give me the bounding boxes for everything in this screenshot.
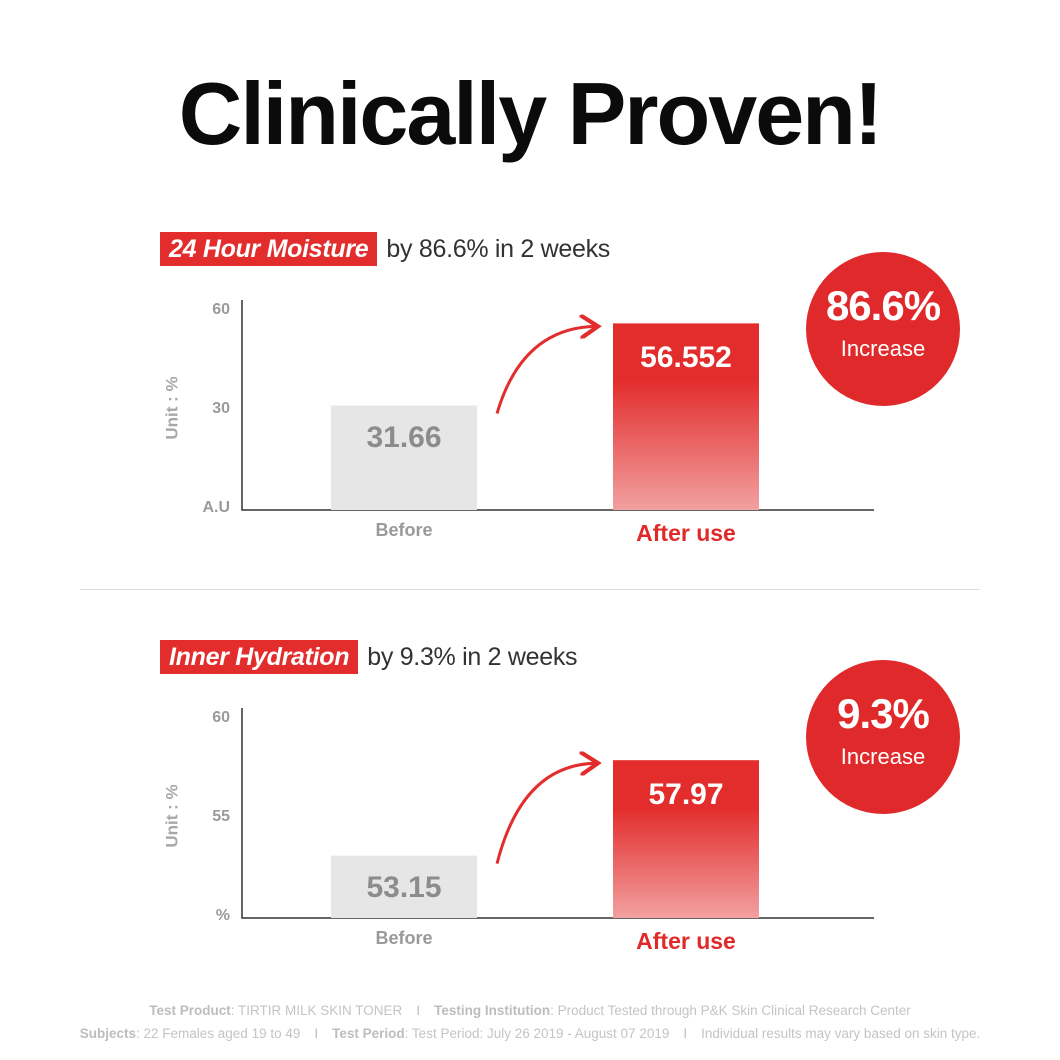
footer-institution-value: : Product Tested through P&K Skin Clinic…	[550, 1003, 911, 1018]
badge-label: Increase	[840, 744, 926, 769]
bar-plot: 60 30 A.U 31.66 56.552 Before After use	[202, 300, 874, 546]
footer-product-key: Test Product	[149, 1003, 231, 1018]
badge-label: Increase	[840, 336, 926, 361]
chart-tag-suffix: by 86.6% in 2 weeks	[386, 234, 611, 263]
y-tick-label: 30	[212, 400, 230, 417]
badge-percent: 86.6%	[825, 282, 941, 329]
y-tick-label: A.U	[202, 499, 230, 516]
chart-section-moisture: 24 Hour Moisture by 86.6% in 2 weeks 86.…	[0, 220, 1060, 560]
category-after: After use	[636, 928, 736, 954]
category-before: Before	[375, 520, 433, 540]
footer-institution-key: Testing Institution	[434, 1003, 551, 1018]
bar-after	[613, 323, 759, 510]
chart-svg	[241, 708, 874, 919]
category-before: Before	[375, 928, 433, 948]
bar-value-before: 53.15	[366, 870, 442, 904]
bar-before	[331, 855, 477, 918]
chart-tag-suffix: by 9.3% in 2 weeks	[367, 642, 578, 671]
bar-after	[613, 760, 759, 918]
bar-plot: 60 55% 53.15 57.97 Before After use	[212, 708, 874, 954]
footer-subjects-key: Subjects	[79, 1026, 136, 1041]
bar-value-after: 56.552	[640, 341, 732, 375]
y-tick-label: 60	[212, 709, 230, 726]
increase-arrow	[495, 326, 595, 414]
increase-badge: 86.6% Increase	[806, 252, 960, 406]
section-divider	[80, 589, 980, 590]
bar-value-before: 31.66	[366, 420, 442, 454]
chart-section-hydration: Inner Hydration by 9.3% in 2 weeks 9.3% …	[0, 628, 1060, 968]
chart-headline: Inner Hydration by 9.3% in 2 weeks	[160, 640, 578, 674]
footer-line-1: Test Product: TIRTIR MILK SKIN TONER I Tes…	[0, 1003, 1060, 1018]
footer-disclaimer: Individual results may vary based on ski…	[701, 1026, 981, 1041]
footer-separator: I	[314, 1026, 319, 1041]
badge-percent: 9.3%	[837, 690, 930, 737]
y-tick-label: 60	[212, 301, 230, 318]
page-title: Clinically Proven!	[178, 64, 883, 163]
footer-line-2: Subjects: 22 Females aged 19 to 49 I Test …	[0, 1026, 1060, 1041]
bar-value-after: 57.97	[648, 778, 724, 812]
chart-tag: Inner Hydration	[160, 640, 359, 674]
increase-arrow	[495, 763, 595, 864]
y-tick-label: 55	[212, 808, 230, 825]
bar-before	[331, 405, 477, 510]
y-tick-label: %	[215, 907, 230, 924]
chart-svg	[241, 300, 874, 511]
footer-period-value: : Test Period: July 26 2019 - August 07 …	[404, 1026, 670, 1041]
footer-separator: I	[416, 1003, 421, 1018]
footer-separator: I	[683, 1026, 688, 1041]
category-after: After use	[636, 520, 736, 546]
footer-subjects-value: : 22 Females aged 19 to 49	[136, 1026, 301, 1041]
footer-product-value: : TIRTIR MILK SKIN TONER	[230, 1003, 403, 1018]
footer-period-key: Test Period	[332, 1026, 405, 1041]
chart-headline: 24 Hour Moisture by 86.6% in 2 weeks	[160, 232, 610, 266]
increase-badge: 9.3% Increase	[806, 660, 960, 814]
chart-tag: 24 Hour Moisture	[160, 232, 378, 266]
